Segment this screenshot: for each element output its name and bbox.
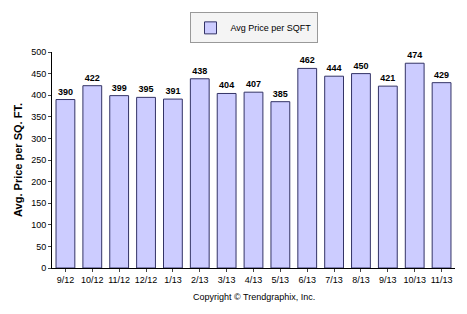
svg-text:500: 500 [31, 47, 46, 57]
svg-text:0: 0 [41, 263, 46, 273]
svg-text:450: 450 [31, 69, 46, 79]
svg-text:11/13: 11/13 [431, 275, 453, 285]
svg-text:429: 429 [434, 70, 449, 80]
svg-text:10/12: 10/12 [81, 275, 104, 285]
svg-text:6/13: 6/13 [298, 275, 316, 285]
svg-text:7/13: 7/13 [325, 275, 343, 285]
svg-text:250: 250 [31, 155, 46, 165]
svg-text:3/13: 3/13 [218, 275, 236, 285]
svg-text:50: 50 [36, 242, 46, 252]
svg-text:350: 350 [31, 112, 46, 122]
svg-text:421: 421 [380, 73, 395, 83]
svg-text:450: 450 [353, 61, 368, 71]
svg-text:422: 422 [85, 73, 100, 83]
svg-text:390: 390 [58, 87, 73, 97]
svg-text:438: 438 [192, 66, 207, 76]
svg-text:100: 100 [31, 220, 46, 230]
svg-text:9/13: 9/13 [379, 275, 397, 285]
svg-text:8/13: 8/13 [352, 275, 370, 285]
svg-text:11/12: 11/12 [108, 275, 130, 285]
svg-text:407: 407 [246, 79, 261, 89]
svg-text:9/12: 9/12 [57, 275, 75, 285]
svg-text:Avg. Price per SQ. FT.: Avg. Price per SQ. FT. [12, 103, 24, 217]
svg-text:462: 462 [300, 55, 315, 65]
svg-text:399: 399 [112, 83, 127, 93]
svg-text:4/13: 4/13 [245, 275, 263, 285]
svg-text:200: 200 [31, 177, 46, 187]
svg-text:Copyright © Trendgraphix, Inc.: Copyright © Trendgraphix, Inc. [193, 292, 315, 302]
svg-text:444: 444 [327, 63, 342, 73]
svg-text:1/13: 1/13 [164, 275, 182, 285]
svg-text:5/13: 5/13 [272, 275, 290, 285]
svg-text:474: 474 [407, 50, 422, 60]
svg-text:395: 395 [139, 84, 154, 94]
svg-text:150: 150 [31, 198, 46, 208]
svg-text:400: 400 [31, 90, 46, 100]
svg-text:404: 404 [219, 80, 234, 90]
svg-text:2/13: 2/13 [191, 275, 209, 285]
svg-text:10/13: 10/13 [403, 275, 426, 285]
svg-text:300: 300 [31, 134, 46, 144]
svg-text:391: 391 [165, 86, 180, 96]
svg-text:385: 385 [273, 89, 288, 99]
svg-text:Avg Price per SQFT: Avg Price per SQFT [231, 23, 312, 33]
svg-text:12/12: 12/12 [135, 275, 158, 285]
